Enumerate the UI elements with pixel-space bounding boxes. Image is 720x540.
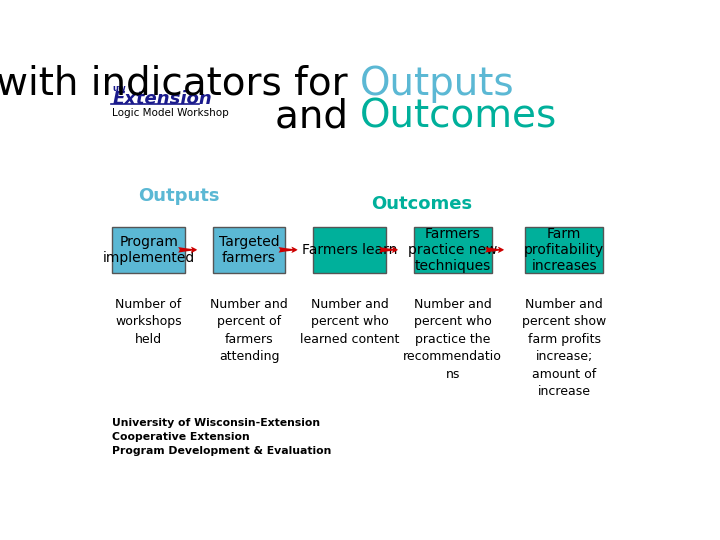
Text: Number and
percent who
practice the
recommendatio
ns: Number and percent who practice the reco… [403, 298, 502, 381]
Text: Logic Model Workshop: Logic Model Workshop [112, 109, 229, 118]
FancyBboxPatch shape [313, 227, 386, 273]
Text: University of Wisconsin-Extension
Cooperative Extension
Program Development & Ev: University of Wisconsin-Extension Cooper… [112, 417, 332, 456]
Text: Number of
workshops
held: Number of workshops held [115, 298, 182, 346]
Text: Farmers
practice new
techniques: Farmers practice new techniques [408, 227, 498, 273]
Text: Farmers learn: Farmers learn [302, 243, 397, 257]
FancyBboxPatch shape [213, 227, 285, 273]
Text: Number and
percent of
farmers
attending: Number and percent of farmers attending [210, 298, 288, 363]
Text: Outputs: Outputs [360, 65, 515, 103]
Text: Program
implemented: Program implemented [102, 235, 194, 265]
Text: uw: uw [112, 84, 126, 92]
Text: Outputs: Outputs [138, 187, 220, 205]
FancyBboxPatch shape [526, 227, 603, 273]
Text: Number and
percent who
learned content: Number and percent who learned content [300, 298, 399, 346]
Text: Farm
profitability
increases: Farm profitability increases [524, 227, 604, 273]
Text: Outcomes: Outcomes [360, 97, 557, 135]
Text: Extension: Extension [112, 90, 212, 108]
FancyBboxPatch shape [112, 227, 185, 273]
FancyBboxPatch shape [413, 227, 492, 273]
Text: and: and [274, 97, 360, 135]
Text: Number and
percent show
farm profits
increase;
amount of
increase: Number and percent show farm profits inc… [522, 298, 606, 398]
Text: Outcomes: Outcomes [372, 195, 472, 213]
Text: Logic model with indicators for: Logic model with indicators for [0, 65, 360, 103]
Text: Targeted
farmers: Targeted farmers [219, 235, 279, 265]
